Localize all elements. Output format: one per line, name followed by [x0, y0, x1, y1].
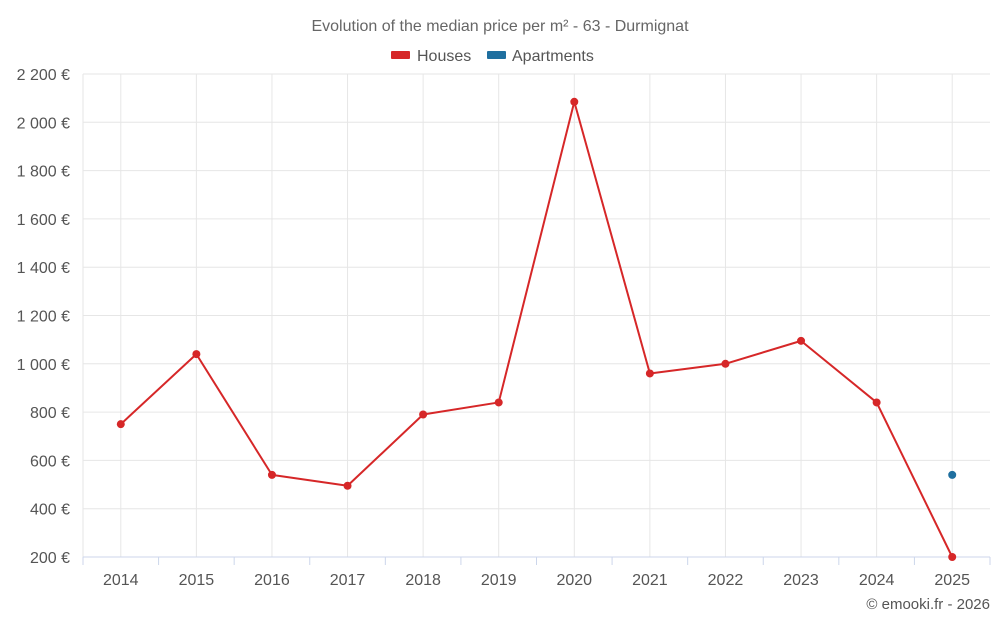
- x-axis: 2014 2015 2016 2017 2018 2019 2020 2021 2022 2023…: [82, 556, 991, 589]
- legend: Houses Apartments: [391, 48, 594, 65]
- data-point-houses[interactable]: [267, 470, 276, 479]
- x-tick-label: 2016: [254, 572, 290, 589]
- data-point-houses[interactable]: [192, 350, 201, 359]
- x-tick-label: 2024: [859, 572, 895, 589]
- data-point-houses[interactable]: [343, 481, 352, 490]
- legend-label-houses[interactable]: Houses: [417, 48, 471, 65]
- x-tick-label: 2022: [708, 572, 744, 589]
- data-point-houses[interactable]: [797, 336, 806, 345]
- y-tick-label: 400 €: [30, 502, 70, 519]
- legend-label-apartments[interactable]: Apartments: [512, 48, 594, 65]
- y-tick-label: 1 400 €: [17, 260, 70, 277]
- data-point-houses[interactable]: [116, 420, 125, 429]
- x-tick-label: 2014: [103, 572, 139, 589]
- chart-title: Evolution of the median price per m² - 6…: [311, 18, 689, 35]
- series-layer: [116, 97, 957, 561]
- y-tick-label: 2 000 €: [17, 115, 70, 132]
- data-point-houses[interactable]: [948, 553, 957, 561]
- y-tick-label: 200 €: [30, 550, 70, 567]
- data-point-houses[interactable]: [721, 359, 730, 368]
- y-tick-label: 800 €: [30, 405, 70, 422]
- y-axis: 200 € 400 € 600 € 800 € 1 000 € 1 200 € 1 400 …: [17, 67, 70, 567]
- y-tick-label: 1 000 €: [17, 357, 70, 374]
- y-tick-label: 600 €: [30, 453, 70, 470]
- x-tick-label: 2021: [632, 572, 668, 589]
- y-tick-label: 2 200 €: [17, 67, 70, 84]
- y-tick-label: 1 800 €: [17, 164, 70, 181]
- x-tick-label: 2025: [934, 572, 970, 589]
- data-point-houses[interactable]: [872, 398, 881, 407]
- legend-swatch-apartments: [487, 51, 506, 59]
- x-tick-label: 2023: [783, 572, 819, 589]
- legend-swatch-houses: [391, 51, 410, 59]
- data-point-houses[interactable]: [570, 97, 579, 106]
- y-tick-label: 1 600 €: [17, 212, 70, 229]
- x-tick-label: 2017: [330, 572, 366, 589]
- credit-text: © emooki.fr - 2026: [866, 596, 990, 613]
- series-line-houses: [120, 100, 954, 558]
- data-point-apartments[interactable]: [948, 470, 957, 479]
- grid: [82, 73, 990, 558]
- x-tick-label: 2020: [556, 572, 592, 589]
- data-point-houses[interactable]: [419, 410, 428, 419]
- data-point-houses[interactable]: [494, 398, 503, 407]
- x-tick-label: 2018: [405, 572, 441, 589]
- data-point-houses[interactable]: [645, 369, 654, 378]
- y-tick-label: 1 200 €: [17, 309, 70, 326]
- x-tick-label: 2015: [179, 572, 215, 589]
- x-tick-label: 2019: [481, 572, 517, 589]
